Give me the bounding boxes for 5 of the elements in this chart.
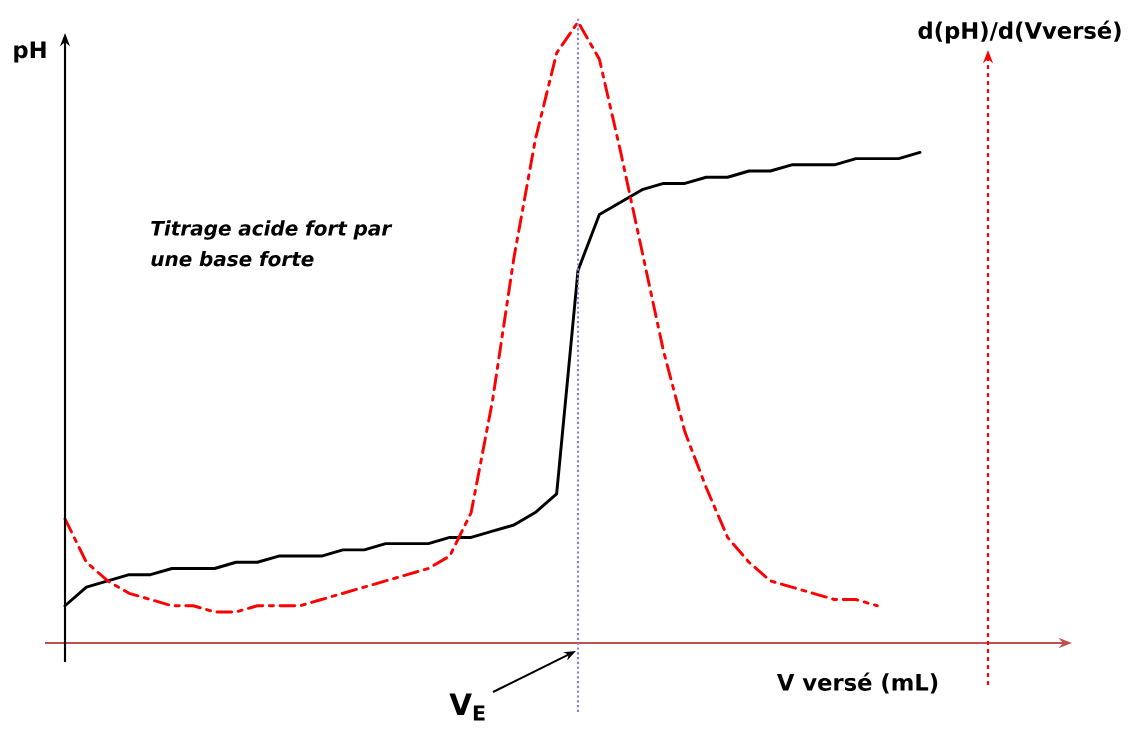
y2-axis-title: d(pH)/d(Vversé) — [918, 20, 1121, 44]
text: V$_{E}$ — [449, 693, 485, 721]
annotation: Titrage acide fort par une base forte — [151, 220, 393, 267]
y-axis-title: pH — [14, 41, 46, 63]
x-axis-title: V versé (mL) — [776, 672, 938, 694]
